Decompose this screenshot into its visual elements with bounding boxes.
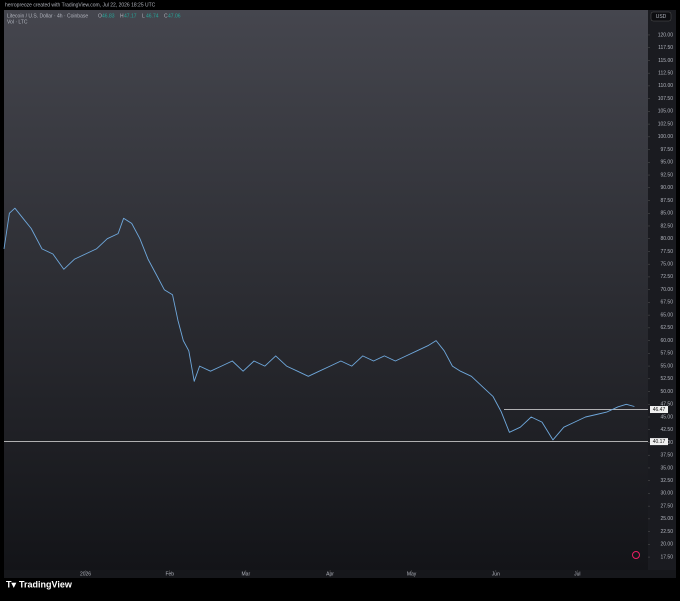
y-tick-label: 107.50 [658,96,674,102]
y-tick-label: 62.50 [660,325,673,331]
x-tick-label: Apr [326,571,334,577]
y-tick-label: 35.00 [660,465,673,471]
y-tick-label: 27.50 [660,503,673,509]
price-tag-label: 46.47 [653,407,666,413]
y-tick-label: 85.00 [660,211,673,217]
y-tick-label: 117.50 [658,45,673,51]
ohlc-value: 46.83 [102,13,115,19]
y-tick-label: 37.50 [660,453,673,459]
y-tick-label: 105.00 [658,109,674,115]
y-tick-label: 115.00 [658,58,673,64]
ohlc-key: O [98,13,102,19]
price-scale [648,10,676,570]
x-tick-label: Feb [165,571,174,577]
x-tick-label: 2026 [80,571,91,577]
y-tick-label: 72.50 [660,274,673,280]
y-tick-label: 25.00 [660,516,673,522]
ohlc-value: 47.17 [124,13,137,19]
ohlc-key: L [142,13,145,19]
y-tick-label: 42.50 [660,427,673,433]
y-tick-label: 30.00 [660,491,673,497]
y-tick-label: 47.50 [660,402,673,408]
ohlc-key: C [164,13,168,19]
time-scale [4,570,676,578]
price-line [3,207,635,441]
y-tick-label: 67.50 [660,300,673,306]
ohlc-key: H [120,13,124,19]
header: herropreoze created with TradingView.com… [5,2,156,8]
logo-mark: T▾ [6,579,16,589]
currency-box[interactable] [650,11,672,22]
footer-logo: TradingView [19,579,73,589]
currency: USD [656,14,667,20]
price-tag [650,438,668,446]
x-tick-label: May [407,571,417,577]
y-tick-label: 87.50 [660,198,673,204]
y-tick-label: 95.00 [660,160,673,166]
clock-icon[interactable] [632,551,640,559]
y-tick-label: 110.00 [658,83,673,89]
price-tag-label: 40.17 [653,439,666,445]
y-tick-label: 17.50 [660,554,673,560]
ohlc-value: 46.74 [146,13,159,19]
y-tick-label: 70.00 [660,287,673,293]
y-tick-label: 120.00 [658,32,674,38]
y-tick-label: 55.00 [660,363,673,369]
y-tick-label: 52.50 [660,376,673,382]
y-tick-label: 82.50 [660,223,673,229]
x-tick-label: Jul [574,571,580,577]
price-tag [650,406,668,414]
y-tick-label: 102.50 [658,121,674,127]
y-tick-label: 45.00 [660,414,673,420]
y-tick-label: 90.00 [660,185,673,191]
symbol-title: Litecoin / U.S. Dollar · 4h · Coinbase [7,13,88,19]
y-tick-label: 20.00 [660,542,673,548]
ohlc-value: 47.06 [168,13,181,19]
logo: T▾ TradingView [6,579,73,589]
y-tick-label: 57.50 [660,351,673,357]
volume-title: Vol · LTC [7,19,28,25]
x-tick-label: Mar [242,571,251,577]
y-tick-label: 100.00 [658,134,674,140]
y-tick-label: 32.50 [660,478,673,484]
plot-area [4,10,648,570]
y-tick-label: 50.00 [660,389,673,395]
y-tick-label: 22.50 [660,529,673,535]
y-tick-label: 65.00 [660,312,673,318]
x-tick-label: Jun [492,571,500,577]
y-tick-label: 60.00 [660,338,673,344]
y-tick-label: 112.50 [658,70,673,76]
y-tick-label: 75.00 [660,262,673,268]
y-tick-label: 92.50 [660,172,673,178]
y-tick-label: 80.00 [660,236,673,242]
y-tick-label: 97.50 [660,147,673,153]
y-tick-label: 77.50 [660,249,673,255]
